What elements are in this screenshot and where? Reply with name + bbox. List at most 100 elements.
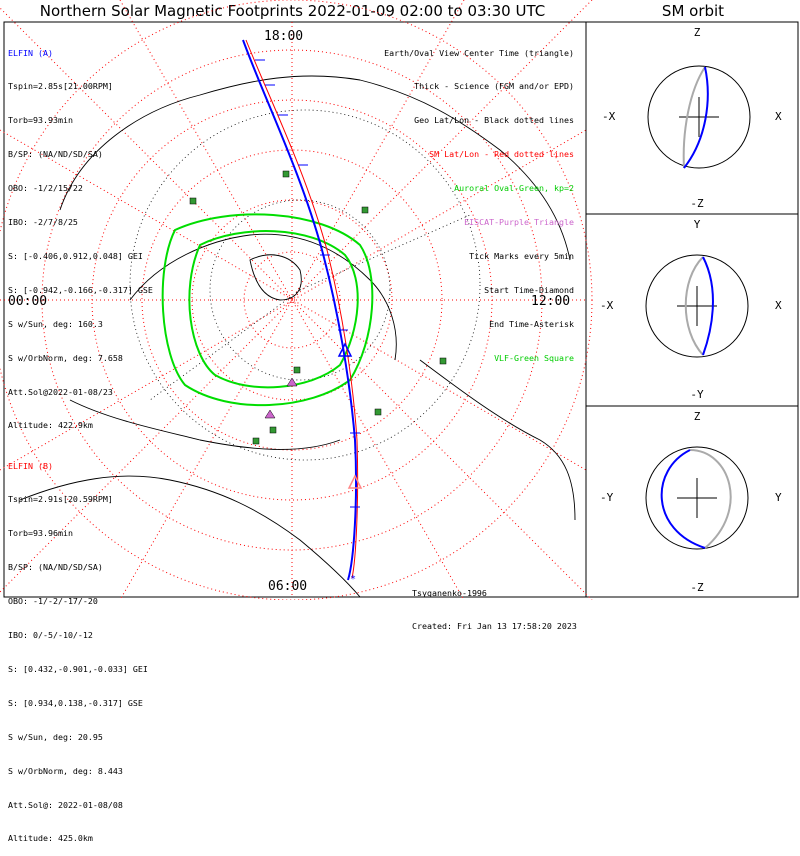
orbit-panel-title: SM orbit bbox=[661, 2, 725, 20]
label-right: X bbox=[775, 110, 782, 123]
legend: Earth/Oval View Center Time (triangle) T… bbox=[384, 25, 574, 375]
end-asterisk: * bbox=[350, 574, 356, 585]
legend-item: Geo Lat/Lon - Black dotted lines bbox=[414, 115, 574, 126]
model-label: Tsyganenko-1996 bbox=[412, 587, 487, 598]
vlf-square bbox=[189, 197, 197, 205]
orbit-gray bbox=[684, 256, 704, 356]
sm-meridian-d3 bbox=[119, 0, 465, 600]
orbit-panel-xy: Y -Y -X X bbox=[600, 218, 782, 401]
vlf-square bbox=[269, 426, 277, 434]
elfin-a-info: ELFIN (A) Tspin=2.85s[21.00RPM] Torb=93.… bbox=[8, 25, 153, 443]
info-line: OBO: -1/-2/-17/-20 bbox=[8, 596, 98, 607]
label-right: X bbox=[775, 299, 782, 312]
clock-label-12: 12:00 bbox=[531, 294, 570, 309]
sm-meridian-d5 bbox=[0, 129, 587, 471]
orbit-panel-xz: Z -Z -X X bbox=[602, 26, 782, 210]
clock-label-00: 00:00 bbox=[8, 294, 47, 309]
label-right: Y bbox=[775, 491, 782, 504]
elfin-b-info: ELFIN (B) Tspin=2.91s[20.59RPM] Torb=93.… bbox=[8, 438, 148, 856]
greenland bbox=[249, 254, 302, 301]
geo-grid bbox=[129, 109, 481, 461]
elfin-b-view-triangle bbox=[347, 474, 363, 489]
label-left: -X bbox=[602, 110, 616, 123]
eiscat-triangle bbox=[264, 409, 276, 419]
info-line: Tspin=2.91s[20.59RPM] bbox=[8, 494, 113, 505]
legend-item: EISCAT-Purple Triangle bbox=[464, 217, 574, 228]
auroral-oval bbox=[161, 213, 374, 407]
legend-item: Earth/Oval View Center Time (triangle) bbox=[384, 47, 574, 58]
orbit-gray bbox=[682, 66, 706, 169]
info-line: IBO: -2/7/8/25 bbox=[8, 217, 78, 228]
earth-circle bbox=[645, 254, 749, 358]
info-line: B/SP: (NA/ND/SD/SA) bbox=[8, 562, 103, 573]
elfin-a-name: ELFIN (A) bbox=[8, 47, 53, 58]
vlf-square bbox=[439, 357, 447, 365]
legend-item: Auroral Oval-Green, kp=2 bbox=[454, 183, 574, 194]
chart-title: Northern Solar Magnetic Footprints 2022-… bbox=[39, 2, 546, 20]
elfin-a-footprint bbox=[242, 39, 358, 581]
orbit-panel-yz: Z -Z -Y Y bbox=[600, 410, 782, 594]
eiscat-triangle bbox=[286, 377, 298, 387]
info-line: S w/OrbNorm, deg: 7.658 bbox=[8, 352, 123, 363]
vlf-square bbox=[252, 437, 260, 445]
orbit-a bbox=[683, 66, 709, 169]
plot-canvas: * 18:00 00:00 12:00 06:00 Z -Z -X X Y -Y… bbox=[0, 0, 799, 600]
credits: Tsyganenko-1996 Created: Fri Jan 13 17:5… bbox=[412, 565, 577, 644]
coastlines bbox=[19, 75, 576, 598]
earth-circle bbox=[645, 446, 749, 550]
orbit-frame bbox=[585, 21, 799, 598]
geo-meridian-1 bbox=[299, 214, 471, 291]
info-line: Altitude: 425.0km bbox=[8, 833, 93, 844]
info-line: S w/Sun, deg: 160.3 bbox=[8, 318, 103, 329]
oval-inner bbox=[188, 230, 359, 389]
label-bottom: -Z bbox=[690, 197, 704, 210]
label-bottom: -Z bbox=[690, 581, 704, 594]
orbit-a bbox=[660, 449, 706, 549]
info-line: Torb=93.96min bbox=[8, 528, 73, 539]
vlf-square bbox=[374, 408, 382, 416]
vlf-square bbox=[361, 206, 369, 214]
legend-item: Tick Marks every 5min bbox=[469, 250, 574, 261]
orbit-gray bbox=[689, 449, 732, 549]
label-top: Z bbox=[694, 26, 701, 39]
vlf-square bbox=[293, 366, 301, 374]
coastline-africa bbox=[19, 475, 361, 598]
legend-item: SM Lat/Lon - Red dotted lines bbox=[429, 149, 574, 160]
legend-item: End Time-Asterisk bbox=[489, 318, 574, 329]
clock-label-06: 06:00 bbox=[268, 579, 307, 594]
info-line: S w/Sun, deg: 20.95 bbox=[8, 731, 103, 742]
info-line: Altitude: 422.9km bbox=[8, 420, 93, 431]
info-line: S: [-0.406,0.912,0.048] GEI bbox=[8, 250, 143, 261]
coastline-arctic bbox=[129, 233, 397, 361]
coastline-europe bbox=[69, 399, 341, 450]
eiscat-sites bbox=[264, 377, 298, 419]
elfin-a-view-triangle bbox=[337, 342, 353, 357]
label-left: -X bbox=[600, 299, 614, 312]
sm-meridian-d4 bbox=[119, 0, 465, 600]
info-line: S: [0.934,0.138,-0.317] GSE bbox=[8, 697, 143, 708]
geo-ring-1 bbox=[209, 199, 391, 381]
geo-meridian-2 bbox=[149, 289, 301, 401]
coastline-america bbox=[419, 359, 576, 521]
info-line: Att.Sol@: 2022-01-08/08 bbox=[8, 799, 123, 810]
sm-grid bbox=[0, 0, 593, 600]
sm-ring-30 bbox=[0, 0, 593, 600]
info-line: Torb=93.93min bbox=[8, 115, 73, 126]
label-left: -Y bbox=[600, 491, 614, 504]
sm-ring-60 bbox=[141, 149, 443, 451]
geo-ring-2 bbox=[129, 109, 481, 461]
legend-item: Start Time-Diamond bbox=[484, 284, 574, 295]
polar-map: * bbox=[0, 0, 593, 600]
label-top: Z bbox=[694, 410, 701, 423]
vlf-stations bbox=[189, 170, 447, 445]
info-line: IBO: 0/-5/-10/-12 bbox=[8, 630, 93, 641]
earth-circle bbox=[647, 65, 751, 169]
elfin-b-name: ELFIN (B) bbox=[8, 460, 53, 471]
info-line: Att.Sol@2022-01-08/23 bbox=[8, 386, 113, 397]
vlf-square bbox=[282, 170, 290, 178]
info-line: S: [0.432,-0.901,-0.033] GEI bbox=[8, 663, 148, 674]
info-line: B/SP: (NA/ND/SD/SA) bbox=[8, 149, 103, 160]
elfin-a-ticks bbox=[255, 59, 360, 508]
sm-meridian-d2 bbox=[0, 0, 593, 593]
oval-outer bbox=[161, 213, 374, 407]
